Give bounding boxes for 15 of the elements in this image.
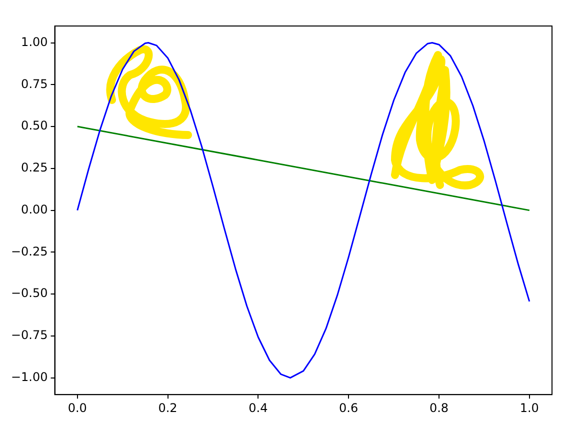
y-tick-label: 1.00	[21, 34, 48, 49]
x-tick-label: 0.2	[158, 400, 178, 415]
x-tick-label: 0.0	[68, 400, 87, 415]
y-tick-label: −0.50	[10, 286, 48, 300]
x-tick-label: 0.4	[248, 400, 268, 415]
y-tick-label: −0.25	[10, 244, 48, 258]
y-tick-label: 0.00	[21, 202, 48, 216]
y-tick-label: 0.75	[21, 76, 48, 91]
y-tick-label: −0.75	[10, 328, 48, 342]
y-tick-label: 0.25	[21, 160, 48, 175]
x-tick-label: 0.8	[429, 400, 449, 415]
x-tick-label: 1.0	[520, 400, 539, 415]
y-tick-label: −1.00	[10, 370, 48, 384]
y-tick-label: 0.50	[21, 118, 48, 133]
x-tick-label: 0.6	[339, 400, 358, 415]
